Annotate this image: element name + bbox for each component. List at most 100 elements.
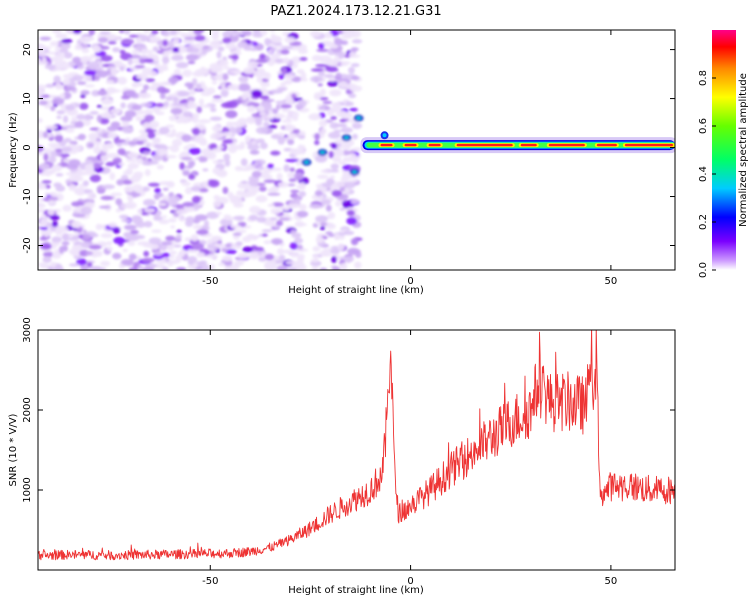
noise-blob (213, 195, 220, 200)
noise-blob (351, 63, 360, 68)
noise-blob (72, 145, 82, 152)
noise-blob (249, 251, 260, 260)
noise-blob (270, 35, 283, 44)
noise-blob (134, 65, 146, 69)
noise-blob (339, 207, 346, 211)
noise-blob (212, 65, 224, 73)
noise-blob (40, 218, 48, 227)
noise-blob (100, 55, 113, 62)
noise-blob (165, 155, 177, 159)
y-tick-label: 1000 (22, 477, 33, 502)
noise-blob (316, 48, 330, 53)
noise-blob (329, 89, 342, 97)
noise-blob (280, 49, 290, 55)
noise-blob (42, 256, 52, 263)
x-tick-label: 50 (605, 276, 618, 287)
noise-blob (255, 120, 263, 126)
noise-blob (325, 223, 336, 230)
noise-blob (225, 243, 232, 248)
noise-blob (59, 42, 71, 50)
noise-blob (89, 174, 101, 183)
noise-blob (262, 233, 268, 237)
noise-blob (172, 96, 179, 104)
noise-blob (81, 48, 90, 54)
noise-blob (352, 147, 363, 152)
noise-blob (341, 200, 352, 207)
noise-blob (105, 79, 115, 85)
signal-bump-core (382, 133, 387, 138)
noise-blob (320, 127, 327, 135)
noise-blob (166, 97, 173, 101)
noise-blob (50, 261, 57, 268)
noise-blob (317, 83, 323, 87)
noise-blob (143, 58, 154, 63)
noise-blob (287, 110, 299, 119)
noise-blob (162, 39, 168, 47)
noise-blob (289, 167, 295, 172)
noise-blob (206, 238, 214, 245)
noise-blob (350, 30, 361, 38)
noise-blob (337, 145, 344, 150)
spectrogram-noise (38, 30, 364, 270)
noise-blob (71, 201, 84, 207)
noise-blob (119, 66, 125, 72)
noise-blob (287, 139, 295, 146)
noise-blob (136, 157, 144, 165)
noise-blob (152, 55, 160, 62)
noise-patch-core (343, 136, 349, 140)
noise-blob (267, 163, 274, 169)
noise-blob (187, 100, 195, 109)
noise-blob (124, 110, 137, 118)
noise-blob (208, 264, 216, 270)
noise-blob (198, 119, 211, 124)
noise-blob (290, 252, 298, 258)
noise-blob (315, 184, 323, 188)
noise-patch-core (303, 160, 309, 164)
noise-blob (223, 153, 231, 161)
noise-blob (86, 262, 93, 268)
noise-blob (320, 106, 326, 110)
noise-blob (322, 100, 333, 105)
spectrogram-panel: -50 0 50 20 10 0 -10 -20 Height of straight li… (8, 29, 676, 296)
noise-blob (318, 42, 325, 50)
noise-blob (80, 90, 90, 96)
noise-blob (287, 133, 297, 139)
noise-blob (96, 138, 102, 142)
noise-blob (339, 262, 348, 270)
noise-blob (140, 132, 148, 140)
noise-blob (295, 160, 302, 166)
noise-blob (49, 169, 56, 174)
noise-blob (320, 222, 328, 227)
x-tick-label: 50 (605, 576, 618, 587)
noise-blob (247, 179, 260, 186)
noise-blob (212, 245, 218, 252)
noise-blob (341, 30, 353, 35)
noise-blob (55, 148, 62, 152)
noise-blob (87, 266, 100, 270)
noise-blob (76, 190, 83, 195)
noise-blob (147, 131, 156, 139)
noise-blob (74, 213, 86, 218)
noise-blob (317, 174, 329, 179)
noise-blob (340, 40, 349, 46)
signal-red-core (456, 143, 513, 147)
noise-blob (313, 254, 319, 260)
noise-blob (233, 126, 243, 134)
noise-blob (229, 224, 242, 229)
noise-blob (259, 95, 270, 100)
noise-blob (158, 82, 169, 86)
y-tick-label: 20 (22, 43, 33, 56)
noise-blob (340, 111, 353, 119)
noise-blob (178, 46, 188, 53)
noise-blob (321, 199, 332, 205)
colorbar-tick-label: 0.4 (698, 166, 709, 182)
noise-blob (273, 113, 286, 119)
noise-blob (177, 90, 191, 97)
noise-blob (264, 253, 275, 261)
noise-blob (221, 248, 229, 253)
noise-blob (319, 97, 329, 101)
noise-blob (144, 263, 158, 268)
noise-blob (182, 201, 195, 207)
noise-blob (331, 102, 342, 109)
noise-blob (187, 61, 196, 65)
